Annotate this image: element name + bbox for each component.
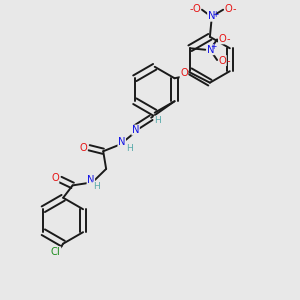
Text: O: O — [218, 56, 226, 66]
Text: N: N — [208, 11, 215, 21]
Text: N: N — [132, 125, 139, 135]
Text: O: O — [193, 4, 200, 14]
Text: O: O — [218, 34, 226, 44]
Text: N: N — [118, 137, 125, 147]
Text: O: O — [51, 173, 59, 183]
Text: +: + — [212, 10, 218, 19]
Text: N: N — [87, 175, 94, 185]
Text: O: O — [79, 143, 87, 153]
Text: O: O — [225, 4, 232, 14]
Text: H: H — [126, 144, 133, 153]
Text: -: - — [232, 4, 236, 14]
Text: -: - — [226, 56, 230, 66]
Text: H: H — [154, 116, 161, 125]
Text: Cl: Cl — [51, 247, 61, 257]
Text: N: N — [207, 45, 214, 55]
Text: O: O — [180, 68, 188, 78]
Text: -: - — [226, 34, 230, 44]
Text: -: - — [190, 4, 194, 14]
Text: +: + — [210, 42, 217, 51]
Text: H: H — [93, 182, 100, 191]
